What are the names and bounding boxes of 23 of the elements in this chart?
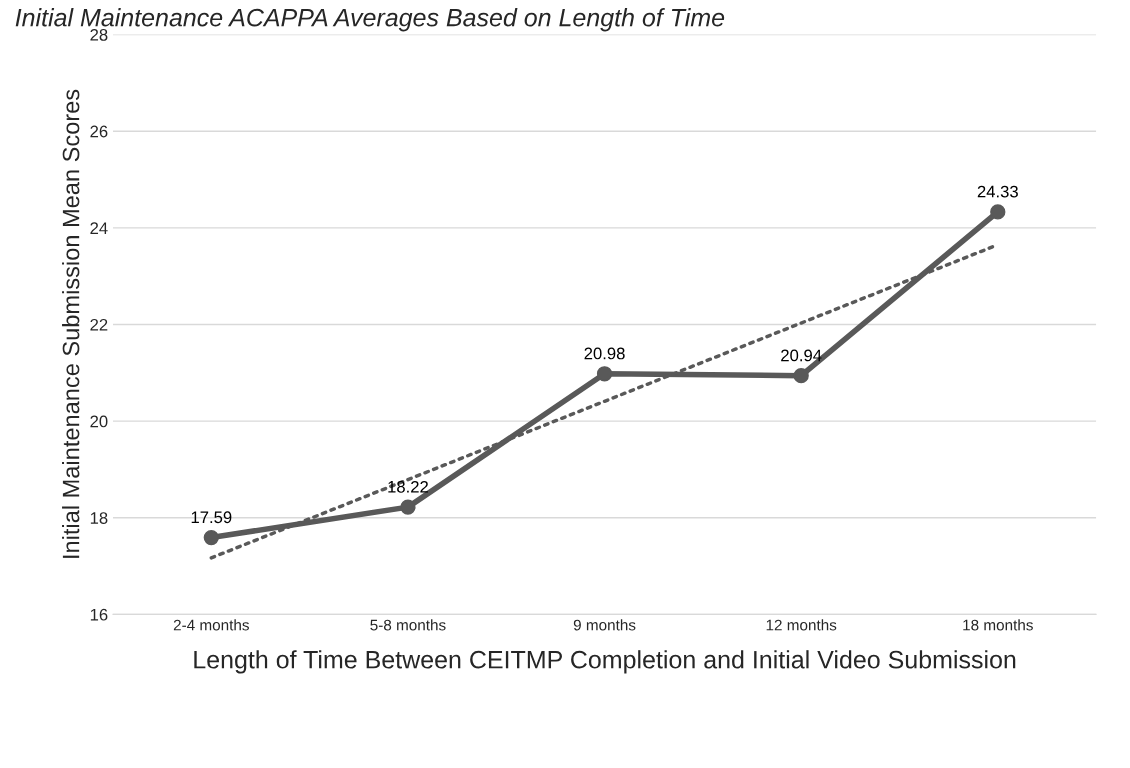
point xyxy=(400,499,416,515)
data-label: 20.94 xyxy=(781,349,822,362)
point xyxy=(596,366,613,382)
data-label: 20.98 xyxy=(584,347,625,360)
point xyxy=(203,529,219,546)
data-label: 18.22 xyxy=(388,480,428,493)
y-tick-label: 24 xyxy=(90,222,108,234)
x-tick-label: 2-4 months xyxy=(173,619,249,631)
data-label: 24.33 xyxy=(977,185,1018,198)
x-axis-title: Length of Time Between CEITMP Completion and Initial Video Submission xyxy=(194,650,1016,674)
y-tick-label: 18 xyxy=(90,512,108,524)
x-tick-label: 12 months xyxy=(766,619,837,631)
x-tick-label: 5-8 months xyxy=(370,619,446,631)
point xyxy=(990,204,1006,220)
y-tick-label: 20 xyxy=(90,415,108,428)
x-tick-label: 18 months xyxy=(963,619,1033,631)
x-tick-label: 9 months xyxy=(573,619,636,631)
y-tick-label: 22 xyxy=(90,318,108,331)
data-label: 17.59 xyxy=(191,511,232,524)
y-tick-label: 16 xyxy=(90,608,108,621)
y-tick-label: 26 xyxy=(90,125,108,138)
point xyxy=(793,368,809,384)
y-axis-title: Initial Maintenance Submission Mean Scores xyxy=(62,89,80,558)
